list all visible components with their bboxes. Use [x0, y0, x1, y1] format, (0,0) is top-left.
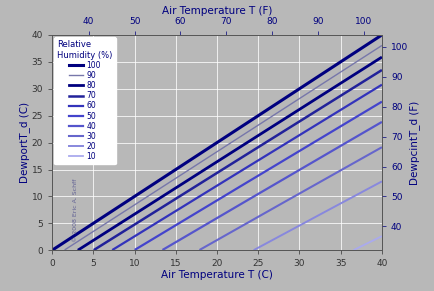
X-axis label: Air Temperature T (C): Air Temperature T (C)	[161, 270, 273, 280]
Y-axis label: DewpcintT_d (F): DewpcintT_d (F)	[410, 100, 421, 185]
Text: © 2008 Eric A. Schff: © 2008 Eric A. Schff	[72, 178, 78, 242]
Legend: 100, 90, 80, 70, 60, 50, 40, 30, 20, 10: 100, 90, 80, 70, 60, 50, 40, 30, 20, 10	[54, 37, 116, 164]
Y-axis label: DewportT_d (C): DewportT_d (C)	[19, 102, 30, 183]
X-axis label: Air Temperature T (F): Air Temperature T (F)	[162, 6, 272, 16]
